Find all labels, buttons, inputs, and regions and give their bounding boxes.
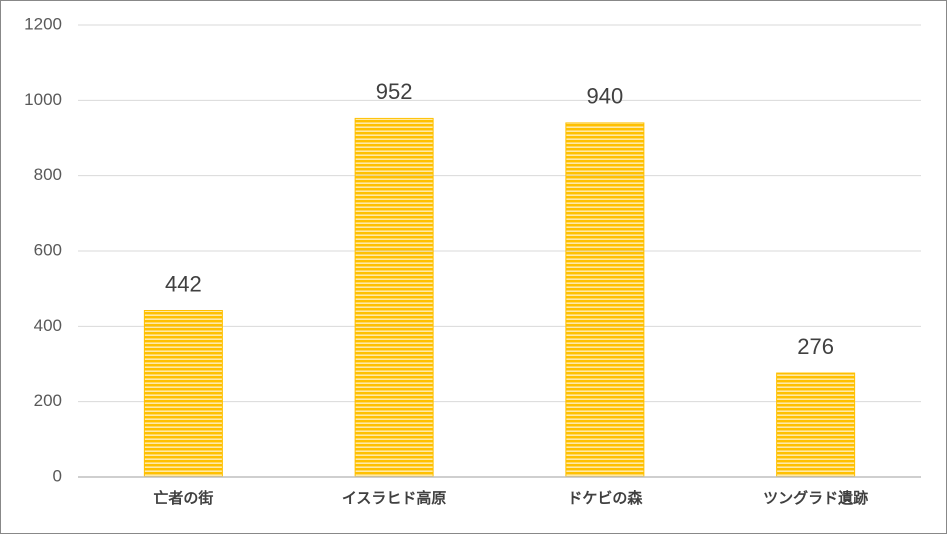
x-tick-label: ドケビの森 bbox=[567, 489, 643, 507]
bar bbox=[143, 310, 223, 478]
x-tick-label: ツングラド遺跡 bbox=[763, 489, 868, 507]
y-tick-label: 1000 bbox=[24, 90, 62, 109]
bar bbox=[565, 122, 645, 478]
y-tick-label: 200 bbox=[34, 391, 62, 410]
x-tick-label: イスラヒド高原 bbox=[342, 489, 447, 507]
bar bbox=[354, 117, 434, 478]
value-label: 940 bbox=[587, 84, 624, 109]
x-tick-label: 亡者の街 bbox=[153, 489, 213, 507]
value-label: 442 bbox=[165, 271, 202, 296]
y-tick-label: 1200 bbox=[24, 14, 62, 33]
y-tick-label: 0 bbox=[53, 466, 62, 485]
bar bbox=[776, 372, 856, 478]
y-tick-label: 400 bbox=[34, 316, 62, 335]
y-tick-label: 600 bbox=[34, 240, 62, 259]
value-label: 952 bbox=[376, 79, 413, 104]
y-tick-label: 800 bbox=[34, 165, 62, 184]
value-label: 276 bbox=[797, 334, 834, 359]
